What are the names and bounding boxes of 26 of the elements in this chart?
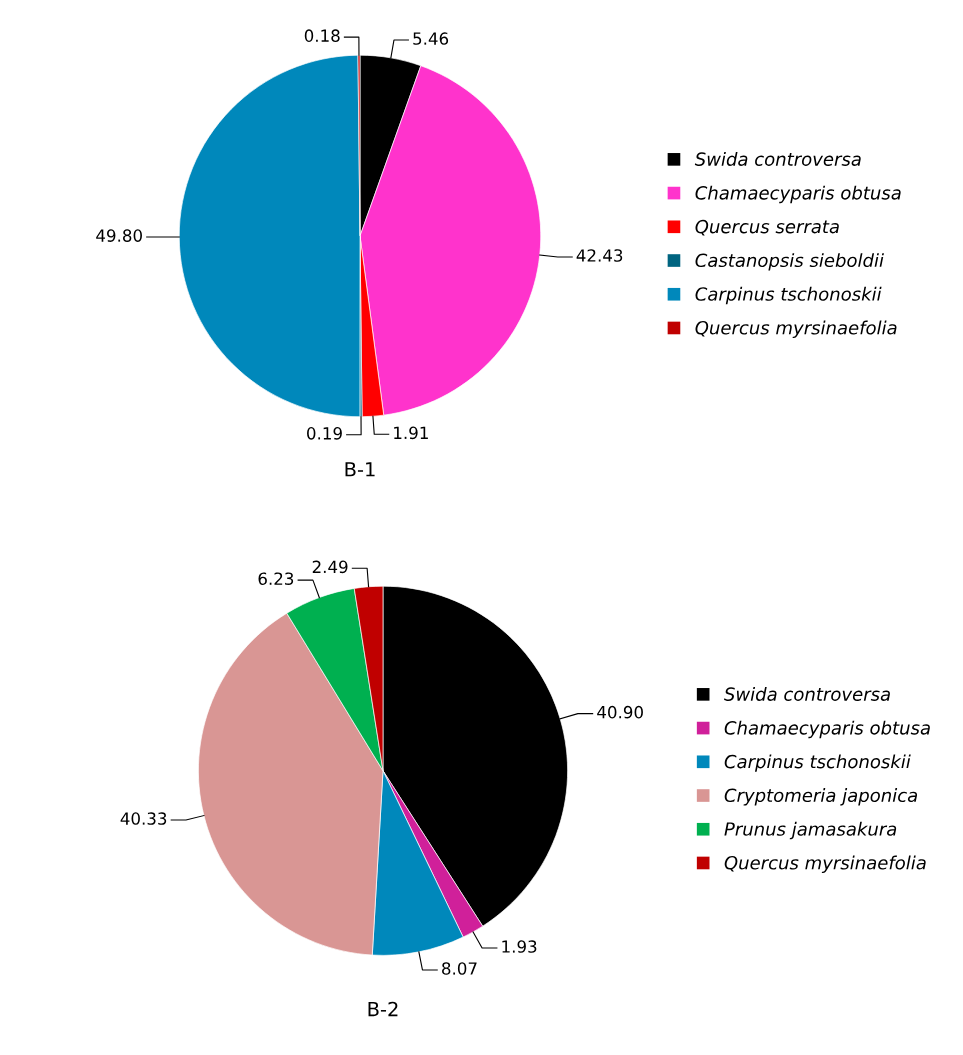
legend-label: Swida controversa (724, 686, 890, 701)
legend-label: Quercus serrata (695, 219, 839, 236)
data-label: 49.80 (96, 229, 142, 242)
data-label: 0.19 (307, 427, 342, 440)
data-label: 42.43 (576, 249, 623, 262)
legend-label: Carpinus tschonoskii (695, 286, 882, 305)
data-label: 8.07 (442, 962, 477, 975)
data-label: 0.18 (304, 29, 340, 42)
data-label: 40.90 (597, 705, 643, 719)
data-label: 5.46 (413, 32, 449, 45)
legend-label: Quercus myrsinaefolia (695, 320, 897, 339)
legend-label: Prunus jamasakura (724, 821, 897, 840)
legend-label: Swida controversa (694, 151, 861, 166)
legend-label: Carpinus tschonoskii (724, 754, 911, 772)
legend-label: Castanopsis sieboldii (695, 253, 884, 271)
data-label: 2.49 (312, 560, 348, 574)
legend-label: Cryptomeria japonica (724, 788, 918, 806)
data-label: 40.33 (120, 812, 167, 825)
data-label: 1.93 (502, 940, 537, 953)
legend-label: Chamaecyparis obtusa (724, 720, 930, 739)
text: B-1 (345, 462, 375, 477)
text: B-2 (368, 1001, 398, 1017)
legend-label: Quercus myrsinaefolia (724, 855, 926, 874)
data-label: 6.23 (258, 572, 294, 585)
data-label: 1.91 (394, 426, 428, 440)
legend-label: Chamaecyparis obtusa (695, 185, 901, 204)
